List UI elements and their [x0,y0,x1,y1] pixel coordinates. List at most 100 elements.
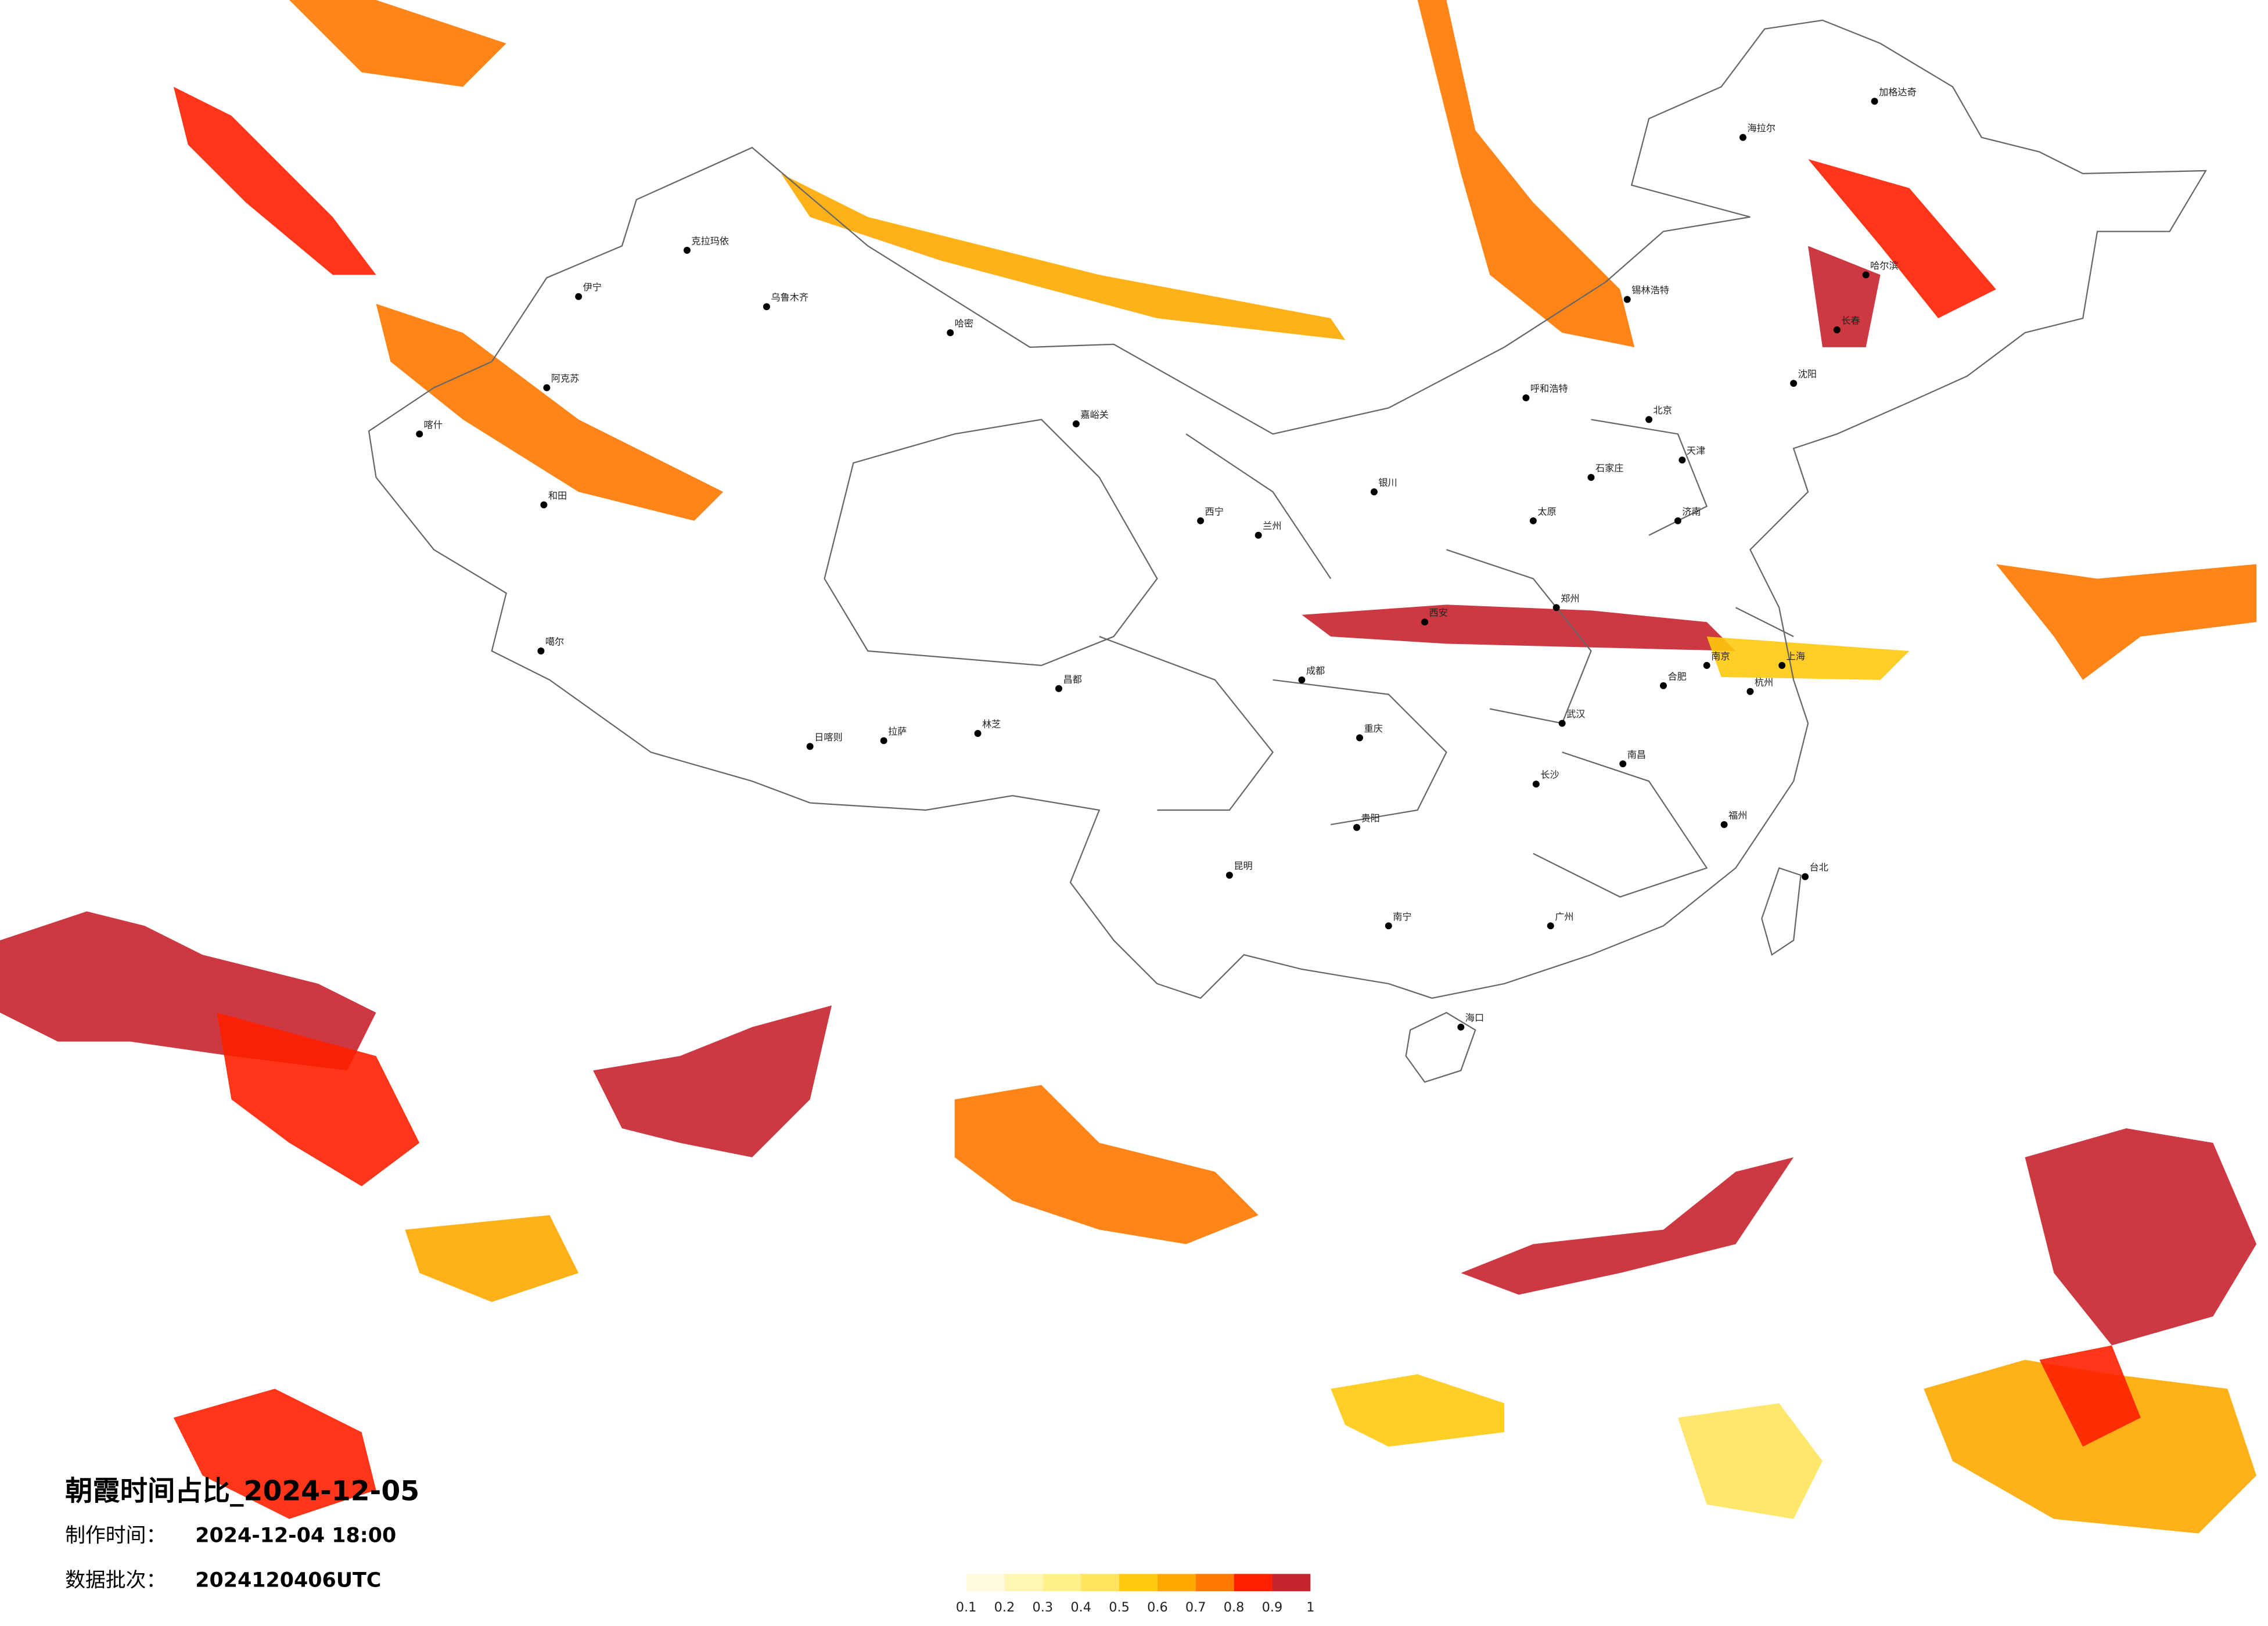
city-label: 银川 [1378,477,1397,488]
heat-area [1996,564,2257,680]
city-dot [1421,618,1429,626]
city-label: 锡林浩特 [1631,285,1669,296]
city-dot [880,737,887,744]
city-dot [947,329,954,336]
city-dot [974,730,982,737]
heat-area [781,173,1346,340]
city-label: 天津 [1687,445,1705,456]
city-dot [1802,873,1809,880]
city-dot [1871,98,1878,105]
city-label: 喀什 [424,419,443,430]
city-dot [543,384,551,391]
legend-swatch [1004,1574,1043,1592]
city-dot [1703,661,1710,669]
heat-area [173,87,376,275]
city-dot [1645,416,1653,423]
heat-area [593,1005,832,1157]
hainan [1405,1012,1476,1083]
city-dot [1055,685,1062,692]
city-label: 噶尔 [545,636,564,647]
batch-value: 2024120406UTC [195,1569,381,1592]
city-dot [1370,488,1378,495]
city-dot [540,501,548,509]
city-dot [763,303,770,311]
city-dot [1862,271,1870,279]
city-label: 济南 [1682,506,1701,517]
city-dot [1385,922,1392,930]
city-label: 长沙 [1540,769,1559,780]
province-border [824,419,1794,898]
city-label: 西宁 [1205,506,1224,517]
heat-area [173,1388,376,1519]
city-label: 武汉 [1566,708,1585,720]
city-dot [1587,474,1595,481]
city-dot [1678,456,1686,464]
city-dot [1547,922,1554,930]
city-label: 阿克苏 [551,373,580,384]
city-label: 西安 [1429,607,1448,618]
city-dot [1255,531,1262,539]
legend-tick-label: 0.9 [1262,1600,1283,1615]
city-label: 石家庄 [1595,463,1624,474]
heat-area [954,1085,1259,1244]
city-dot [416,430,423,438]
heat-area [376,304,724,521]
legend-swatch [1119,1574,1158,1592]
city-label: 贵阳 [1361,812,1379,823]
city-label: 呼和浩特 [1530,383,1568,394]
city-dot [1225,872,1233,879]
city-dot [683,246,691,254]
city-dot [1457,1023,1465,1031]
city-dot [1623,296,1631,303]
city-dot [1529,517,1537,524]
city-label: 乌鲁木齐 [771,292,808,303]
city-label: 南宁 [1393,911,1411,922]
made-time: 2024-12-04 18:00 [195,1524,396,1548]
city-dot [575,293,583,300]
city-dot [1558,720,1566,727]
city-dot [537,647,545,654]
city-dot [1833,326,1841,333]
heat-field [0,0,2257,1534]
legend-tick-label: 0.4 [1070,1600,1091,1615]
map-title: 朝霞时间占比_2024-12-05 [65,1475,419,1507]
legend-tick-label: 0.2 [994,1600,1015,1615]
city-label: 北京 [1654,405,1672,416]
city-label: 太原 [1537,506,1556,517]
legend: 0.1 0.2 0.3 0.4 0.5 0.6 0.7 0.8 0.9 1 [956,1574,1314,1615]
heat-area [289,0,506,87]
heat-area [1808,246,1881,347]
city-label: 昆明 [1234,861,1252,872]
city-dot [806,743,814,750]
city-dot [1739,134,1746,141]
city-label: 昌都 [1063,674,1081,685]
city-label: 哈尔滨 [1870,260,1899,271]
heat-area [217,1012,420,1186]
city-label: 郑州 [1561,593,1579,604]
city-dot [1619,760,1627,768]
city-label: 拉萨 [888,726,907,737]
legend-swatch [1195,1574,1234,1592]
city-label: 成都 [1306,665,1325,676]
taiwan [1761,867,1802,956]
heat-area [405,1215,579,1302]
legend-tick-label: 1 [1306,1600,1314,1615]
city-label: 南京 [1711,650,1730,661]
city-dot [1720,821,1728,828]
legend-tick-label: 0.7 [1185,1600,1206,1615]
city-label: 克拉玛依 [691,236,729,247]
legend-swatch [966,1574,1005,1592]
legend-tick-label: 0.5 [1109,1600,1130,1615]
legend-swatch [1272,1574,1311,1592]
heat-area [1924,1359,2257,1534]
city-label: 嘉峪关 [1080,409,1109,420]
city-label: 重庆 [1364,723,1382,734]
city-label: 合肥 [1667,671,1686,682]
legend-tick-label: 0.6 [1147,1600,1168,1615]
city-label: 杭州 [1755,677,1773,688]
legend-swatch [1157,1574,1196,1592]
city-label: 长春 [1841,315,1860,326]
city-dot [1674,517,1681,524]
